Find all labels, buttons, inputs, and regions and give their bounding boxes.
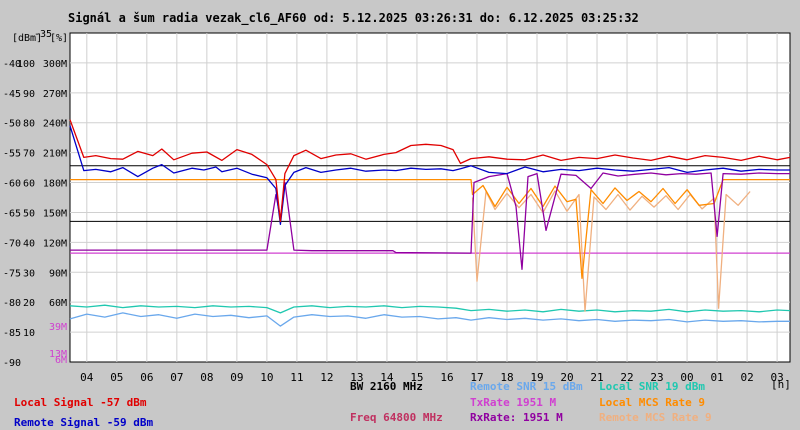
legend-rx-rate: RxRate: 1951 M [470, 411, 563, 424]
x-tick-label: 04 [80, 371, 94, 384]
series-line-remote-mcs-rate [471, 190, 751, 312]
y-tick-rate: 210M [43, 149, 67, 160]
x-tick-label: 11 [290, 371, 303, 384]
x-tick-label: 23 [650, 371, 663, 384]
x-tick-label: 16 [440, 371, 453, 384]
y-tick-percent: 70 [23, 149, 35, 160]
series-line-remote-snr [69, 312, 790, 327]
y-tick-dbm: -80 [3, 298, 21, 309]
y-tick-percent: 40 [23, 238, 35, 249]
y-tick-percent: 20 [23, 298, 35, 309]
y-tick-rate: 180M [43, 179, 67, 190]
legend-remote-signal: Remote Signal -59 dBm [14, 416, 153, 429]
y-tick-rate: 240M [43, 119, 67, 130]
y-tick-percent: 10 [23, 328, 35, 339]
y-tick-percent: 60 [23, 179, 35, 190]
y-tick-rate: 270M [43, 89, 67, 100]
y-tick-dbm: -50 [3, 119, 21, 130]
x-tick-label: 20 [560, 371, 573, 384]
x-tick-label: 14 [380, 371, 394, 384]
y-tick-dbm: -40 [3, 59, 21, 70]
series-line-local-mcs-rate [70, 178, 790, 279]
x-tick-label: 15 [410, 371, 423, 384]
y-tick-rate: 120M [43, 238, 67, 249]
y-tick-dbm: -65 [3, 208, 21, 219]
y-tick-dbm: -90 [3, 358, 21, 369]
x-tick-label: 00 [680, 371, 693, 384]
x-tick-label: 01 [710, 371, 723, 384]
plot-area [69, 32, 791, 363]
reference-lines [70, 165, 790, 222]
x-tick-label: 05 [110, 371, 123, 384]
y-tick-dbm: -85 [3, 328, 21, 339]
x-tick-label: 18 [500, 371, 513, 384]
y-unit-dbm: [dBm] [12, 33, 42, 44]
x-tick-label: 22 [620, 371, 633, 384]
x-tick-label: 06 [140, 371, 153, 384]
y-tick-rate: 90M [49, 268, 67, 279]
x-axis-ticks: 04 05 06 07 08 09 10 11 12 13 14 15 16 17 18 19 20 21 22 23… [80, 371, 784, 384]
series-line-remote-signal [69, 125, 790, 226]
legend-freq: Freq 64800 MHz [350, 411, 443, 424]
y-tick-dbm: -45 [3, 89, 21, 100]
x-axis-unit: [h] [771, 378, 791, 391]
y-tick-rate-extra: 13M [49, 349, 67, 360]
y-tick-rate: 60M [49, 298, 67, 309]
x-tick-label: 12 [320, 371, 333, 384]
y-tick-dbm: -75 [3, 268, 21, 279]
x-tick-label: 17 [470, 371, 483, 384]
y-tick-dbm: -60 [3, 179, 21, 190]
legend: BW 2160 MHz Remote SNR 15 dBm Local SNR … [14, 380, 712, 429]
y-tick-percent: 30 [23, 268, 35, 279]
y-axis-ticks: -35 -40 -45 -50 -55 -60 -65 -70 -75 -80 -85 -90 100 9… [3, 29, 67, 369]
legend-bw: BW 2160 MHz [350, 380, 423, 393]
y-tick-percent: 90 [23, 89, 35, 100]
x-tick-label: 02 [740, 371, 753, 384]
y-unit-percent: [%] [50, 33, 68, 44]
y-tick-dbm: -70 [3, 238, 21, 249]
series-line-local-signal [69, 119, 791, 223]
legend-remote-mcs: Remote MCS Rate 9 [599, 411, 712, 424]
x-tick-label: 13 [350, 371, 363, 384]
x-tick-label: 03 [770, 371, 783, 384]
y-tick-rate-extra: 39M [49, 322, 67, 333]
x-tick-label: 19 [530, 371, 543, 384]
legend-tx-rate: TxRate 1951 M [470, 396, 556, 409]
y-tick-rate-extra: 6M [55, 355, 67, 366]
x-tick-label: 09 [230, 371, 243, 384]
y-tick-rate: 300M [43, 59, 67, 70]
legend-remote-snr: Remote SNR 15 dBm [470, 380, 583, 393]
series-layer [69, 119, 791, 327]
x-tick-label: 21 [590, 371, 603, 384]
x-tick-label: 10 [260, 371, 273, 384]
y-tick-rate: 150M [43, 208, 67, 219]
y-tick-dbm: -35 [34, 29, 52, 40]
legend-local-signal: Local Signal -57 dBm [14, 396, 147, 409]
y-tick-percent: 80 [23, 119, 35, 130]
chart-title: Signál a šum radia vezak_cl6_AF60 od: 5.… [68, 11, 639, 26]
series-line-local-snr [69, 304, 791, 314]
y-tick-percent: 100 [17, 59, 35, 70]
x-tick-label: 07 [170, 371, 183, 384]
legend-local-mcs: Local MCS Rate 9 [599, 396, 705, 409]
y-tick-dbm: -55 [3, 149, 21, 160]
x-tick-label: 08 [200, 371, 213, 384]
series-line-rxrate [70, 172, 790, 270]
legend-local-snr: Local SNR 19 dBm [599, 380, 705, 393]
y-tick-percent: 50 [23, 208, 35, 219]
